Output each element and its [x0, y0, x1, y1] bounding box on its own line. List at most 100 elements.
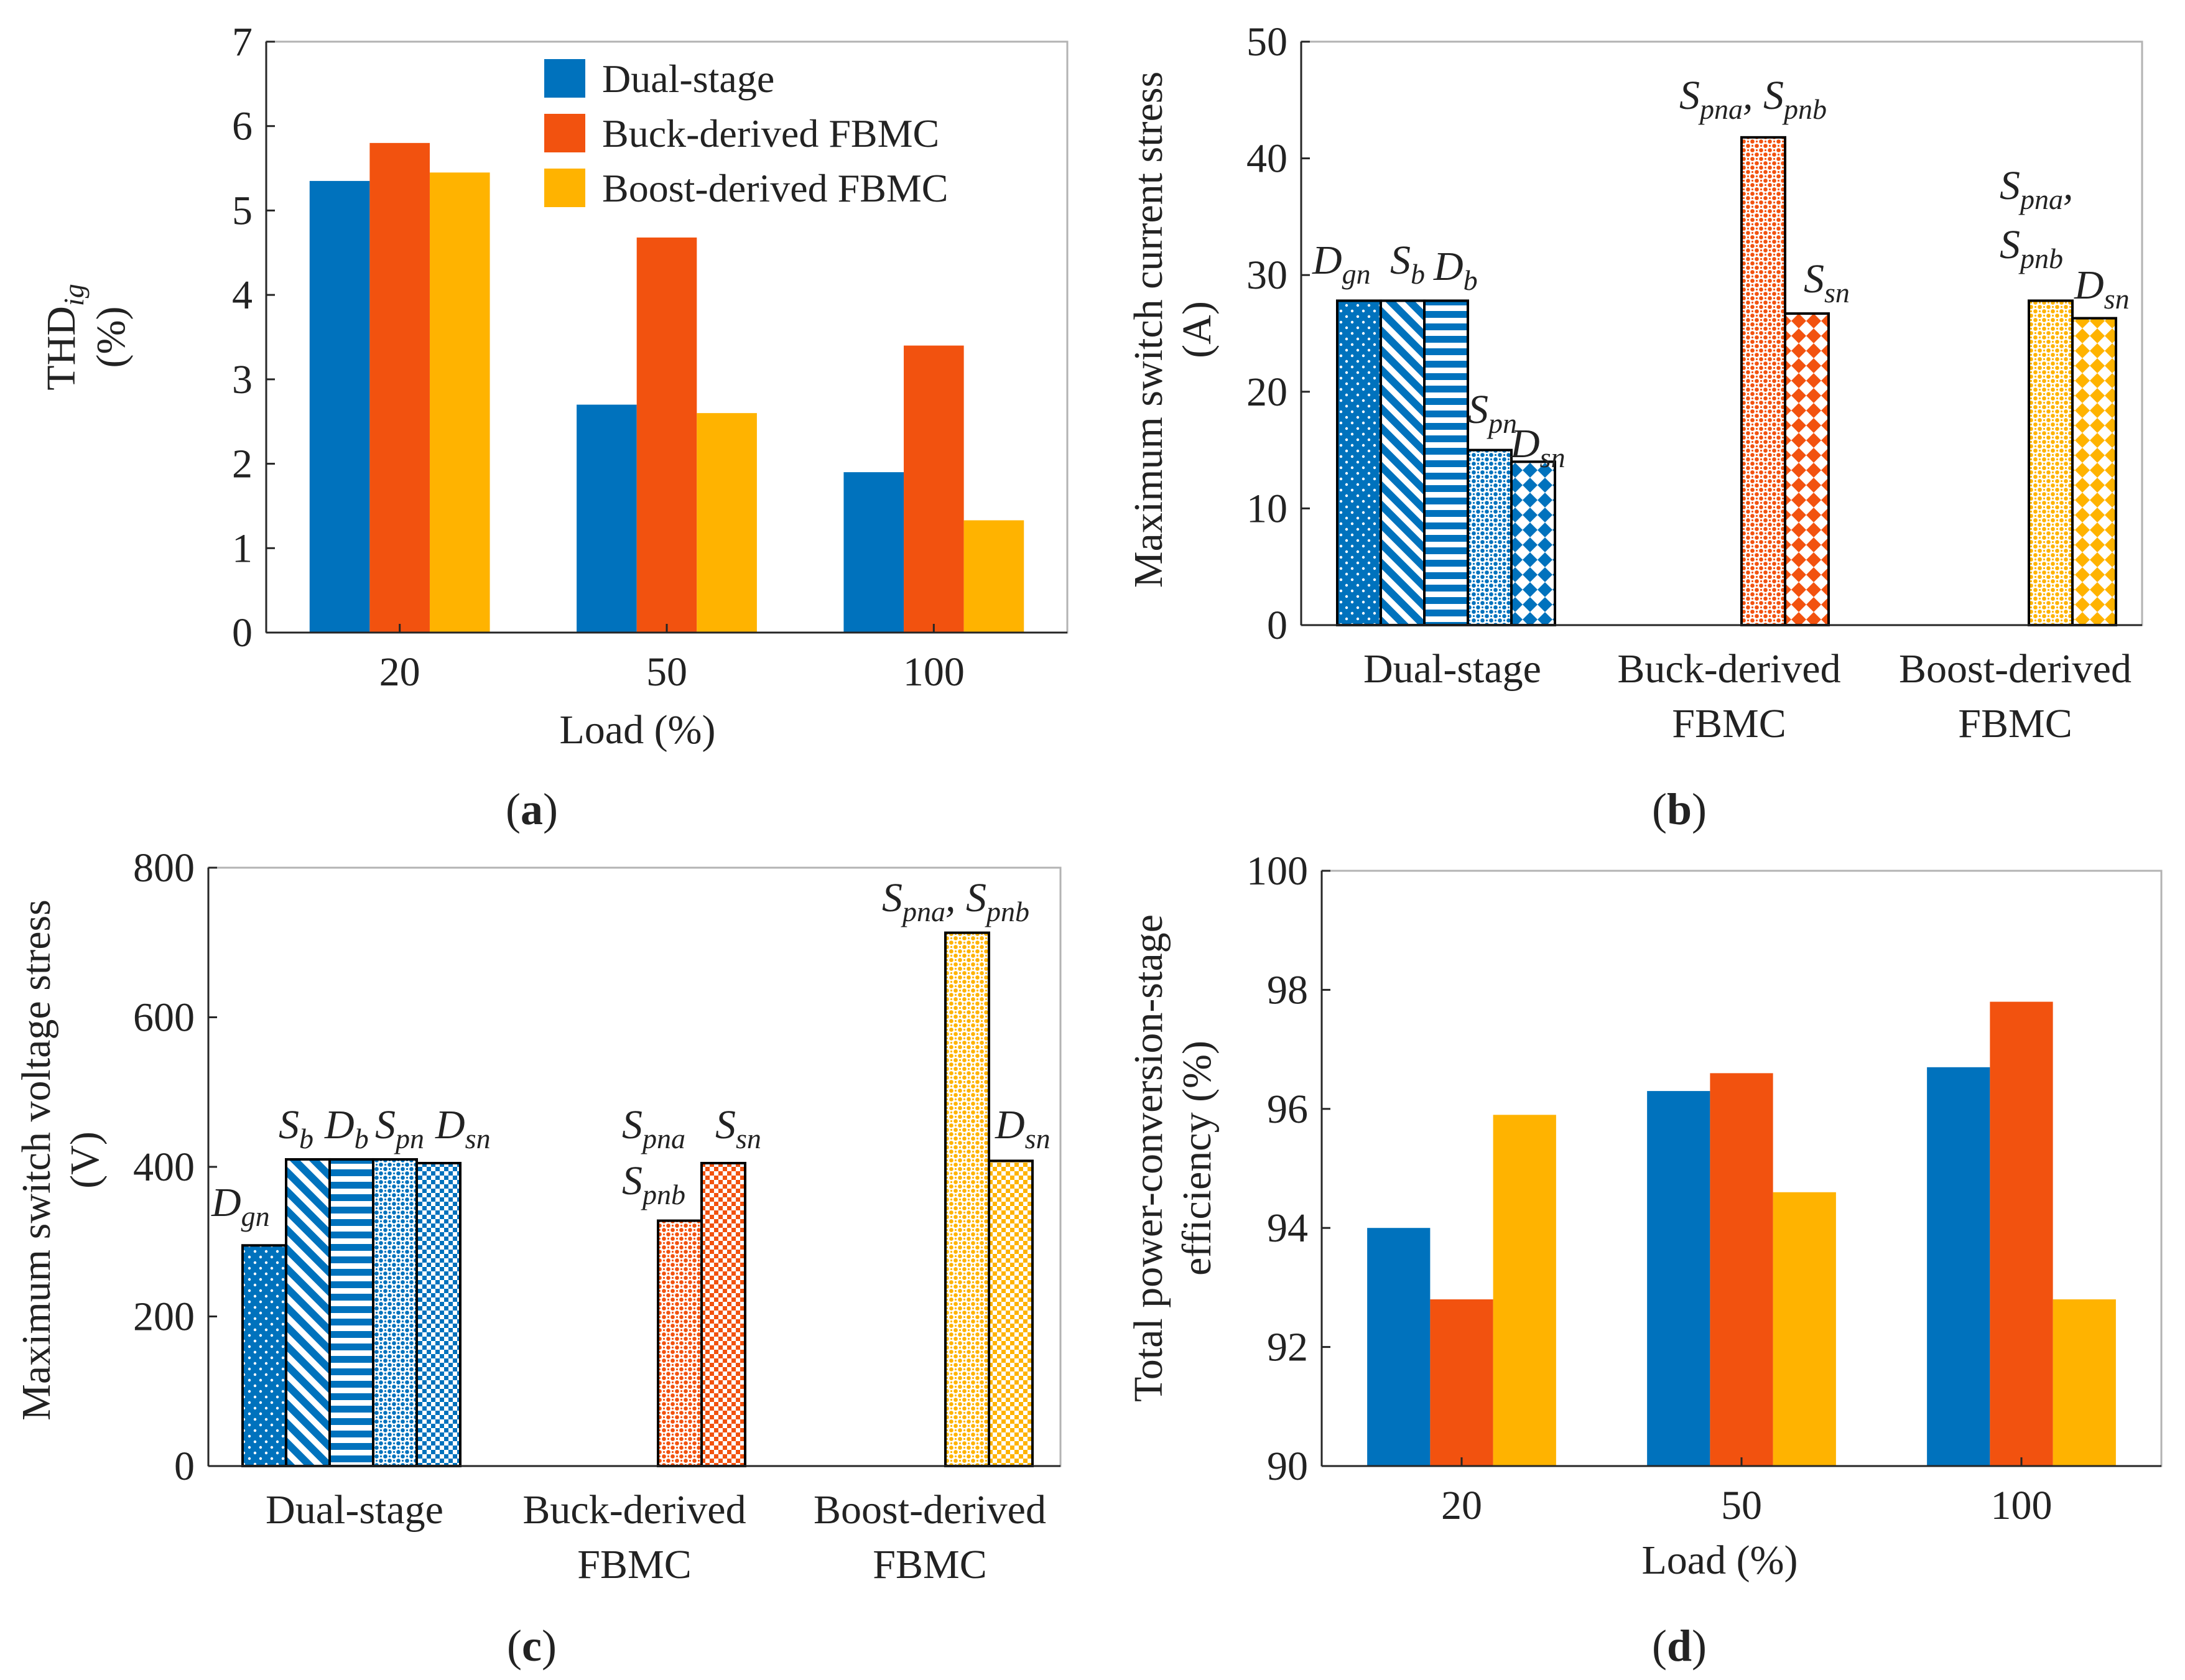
d-bar-dual-stage-50 — [1647, 1091, 1710, 1466]
panel-c-ylabel-text: Maximum switch voltage stress — [14, 899, 59, 1421]
c-ytick-label: 400 — [133, 1144, 195, 1190]
c-bar-dual-stage-3 — [328, 1158, 374, 1467]
a-ytick-label: 1 — [232, 526, 253, 571]
b-annotation-symbol: D — [1433, 244, 1464, 289]
panel-a-ylabel-sub: ig — [58, 284, 90, 306]
b-bar-boost-derived-1 — [2028, 299, 2074, 626]
a-bar-buck-derived-fbmc-20 — [369, 142, 430, 633]
c-annotation-subscript: b — [299, 1123, 313, 1154]
b-bar-annotation: Ssn — [1804, 256, 1850, 309]
b-bar-dual-stage-1 — [1336, 299, 1382, 626]
d-bar-boost-derived-fbmc-100 — [2053, 1299, 2116, 1466]
b-annotation-symbol: D — [2074, 262, 2104, 308]
d-bar-boost-derived-fbmc-20 — [1493, 1115, 1556, 1466]
panel-d-efficiency-chart: 90 92 94 96 98 100 20 50 100 Load (%) Total pow… — [1126, 848, 2163, 1671]
c-annotation-subscript: pna — [641, 1123, 685, 1154]
panel-c-voltage-stress-chart: 0 200 400 600 800 Dual-stage Buck-derived FBMC… — [14, 845, 1062, 1671]
b-bar-annotation: Db — [1433, 244, 1478, 296]
a-bar-dual-stage-20 — [309, 180, 370, 633]
c-annotation-symbol: S — [715, 1102, 736, 1148]
c-bar-annotation: Spna, Spnb — [882, 875, 1029, 927]
c-annotation-symbol: D — [435, 1102, 465, 1148]
d-ytick-label: 98 — [1267, 967, 1308, 1013]
c-ytick-label: 600 — [133, 995, 195, 1041]
panel-b-caption: (b) — [1652, 784, 1707, 834]
b-annotation-subscript: pn — [1487, 407, 1517, 439]
b-bar-boost-derived-2 — [2071, 317, 2117, 626]
b-ytick-label: 20 — [1246, 369, 1287, 415]
b-annotation-symbol: S — [1468, 387, 1488, 432]
b-bar-annotation: Dsn — [1510, 421, 1566, 473]
b-annotation-symbol-2: , — [2063, 163, 2074, 208]
legend-label-buck-fbmc: Buck-derived FBMC — [602, 111, 939, 155]
b-bar-annotation: Spn — [1468, 387, 1517, 439]
c-annotation-subscript: b — [355, 1123, 369, 1154]
legend-swatch-buck-fbmc — [544, 114, 585, 152]
c-bar-annotation: Spna — [622, 1102, 685, 1154]
b-bar-annotation: Spna, — [2000, 163, 2074, 215]
panel-a-caption-letter: a — [521, 784, 543, 834]
a-ytick-label: 4 — [232, 272, 253, 318]
b-annotation-subscript: pnb — [2018, 243, 2063, 274]
a-bar-boost-derived-fbmc-20 — [429, 172, 490, 633]
b-annotation-symbol: S — [1679, 73, 1700, 118]
c-bar-dual-stage-4 — [372, 1158, 418, 1467]
c-annotation-subscript: sn — [465, 1123, 491, 1154]
panel-d-ylabel: Total power-conversion-stage efficiency … — [1126, 914, 1220, 1402]
b-group-label: Boost-derived — [1899, 646, 2132, 692]
panel-b-ylabel: Maximum switch current stress (A) — [1126, 72, 1220, 588]
d-ytick-label: 90 — [1267, 1444, 1308, 1489]
panel-d-caption-letter: d — [1667, 1621, 1692, 1671]
a-bar-buck-derived-fbmc-50 — [636, 237, 697, 633]
panel-b-caption-letter: b — [1667, 784, 1692, 834]
c-annotation-subscript: pn — [394, 1123, 424, 1154]
d-xtick-label: 100 — [1991, 1483, 2053, 1528]
c-bar-buck-derived-1 — [657, 1219, 703, 1467]
b-ytick-label: 10 — [1246, 486, 1287, 531]
b-bar-buck-derived-2 — [1784, 312, 1830, 626]
b-annotation-symbol: D — [1312, 238, 1342, 283]
c-ytick-label: 0 — [174, 1444, 195, 1489]
b-annotation-subscript: sn — [1824, 277, 1850, 309]
a-xtick-label: 100 — [903, 649, 965, 695]
c-annotation-subscript-2: pnb — [985, 896, 1029, 927]
c-bar-annotation: Db — [324, 1102, 369, 1154]
panel-c-caption: (c) — [507, 1621, 557, 1671]
b-bar-buck-derived-1 — [1740, 136, 1786, 627]
c-bar-buck-derived-2 — [700, 1161, 746, 1468]
panel-a-xlabel: Load (%) — [559, 707, 715, 753]
a-ytick-label: 2 — [232, 442, 253, 487]
c-bar-boost-derived-1 — [944, 931, 990, 1468]
panel-d-caption: (d) — [1652, 1621, 1707, 1671]
b-annotation-subscript: pna — [1698, 93, 1743, 125]
c-group-label: Buck-derived — [522, 1487, 746, 1533]
panel-a-ylabel: THDig (%) — [39, 284, 134, 390]
b-bar-dual-stage-2 — [1380, 299, 1426, 626]
c-ytick-label: 800 — [133, 845, 195, 891]
panel-a-ylabel-main: THD — [39, 306, 84, 391]
a-bar-boost-derived-fbmc-100 — [963, 520, 1024, 633]
c-annotation-subscript: pnb — [641, 1179, 685, 1210]
d-ytick-label: 96 — [1267, 1087, 1308, 1132]
c-bar-annotation: Dgn — [211, 1180, 270, 1232]
a-bar-dual-stage-50 — [577, 404, 637, 633]
panel-b-current-stress-chart: 0 10 20 30 40 50 Dual-stage Buck-derived FBMC Bo… — [1126, 19, 2143, 834]
c-annotation-symbol: D — [324, 1102, 355, 1148]
panel-d-xlabel: Load (%) — [1641, 1538, 1798, 1583]
c-annotation-symbol: D — [995, 1102, 1025, 1148]
legend-label-dual-stage: Dual-stage — [602, 57, 774, 101]
a-xtick-label: 20 — [379, 649, 420, 695]
a-bar-boost-derived-fbmc-50 — [697, 413, 757, 633]
b-annotation-subscript-2: pnb — [1782, 93, 1827, 125]
panel-d-ylabel-text: Total power-conversion-stage — [1126, 914, 1171, 1402]
b-bar-annotation: Spnb — [2000, 222, 2063, 274]
d-bar-buck-derived-fbmc-50 — [1710, 1073, 1773, 1466]
c-annotation-symbol: S — [375, 1102, 396, 1148]
b-ytick-label: 30 — [1246, 253, 1287, 298]
b-group-label: FBMC — [1672, 701, 1786, 746]
a-bar-buck-derived-fbmc-100 — [904, 345, 964, 633]
b-annotation-subscript: b — [1411, 258, 1425, 290]
c-annotation-symbol: S — [622, 1158, 643, 1204]
b-annotation-subscript: gn — [1342, 258, 1371, 290]
